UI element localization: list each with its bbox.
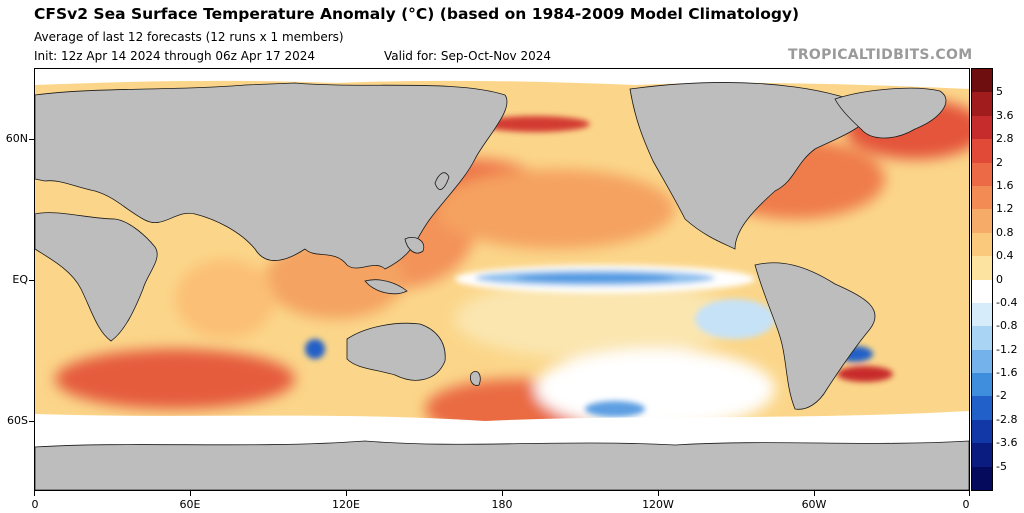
x-label-120w: 120W xyxy=(642,498,674,511)
japan xyxy=(434,172,450,190)
y-tick-60s xyxy=(29,421,34,422)
colorbar-segment xyxy=(972,373,992,398)
anomaly-la-nina-core xyxy=(515,274,675,282)
land-masses xyxy=(35,82,969,490)
north-america xyxy=(629,82,876,250)
colorbar-segment xyxy=(972,256,992,281)
arctic-ice xyxy=(35,69,969,89)
init-range: Init: 12z Apr 14 2024 through 06z Apr 17… xyxy=(34,49,315,63)
y-tick-60n xyxy=(29,139,34,140)
colorbar-segment xyxy=(972,162,992,187)
colorbar-label: -5 xyxy=(996,459,1007,473)
valid-period: Valid for: Sep-Oct-Nov 2024 xyxy=(384,49,552,63)
x-tick-360 xyxy=(969,491,970,496)
colorbar-segment xyxy=(972,443,992,468)
indonesia xyxy=(364,279,408,295)
x-label-60w: 60W xyxy=(801,498,827,511)
greenland xyxy=(834,87,947,139)
x-label-120e: 120E xyxy=(332,498,360,511)
anomaly-peru-cool xyxy=(695,299,775,339)
colorbar-label: 0.4 xyxy=(996,249,1014,263)
x-tick-60e xyxy=(190,491,191,496)
colorbar-segment xyxy=(972,419,992,444)
colorbar-label: -0.4 xyxy=(996,295,1018,309)
colorbar-label: 5 xyxy=(996,85,1003,99)
anomaly-bering-warm xyxy=(480,116,590,132)
y-label-60s: 60S xyxy=(7,414,28,427)
colorbar-segment xyxy=(972,232,992,257)
colorbar-label: -2 xyxy=(996,389,1007,403)
africa xyxy=(35,212,158,342)
colorbar-label: 2 xyxy=(996,155,1003,169)
x-label-0: 0 xyxy=(31,498,39,511)
colorbar-segment xyxy=(972,139,992,164)
chart-subtitle: Average of last 12 forecasts (12 runs x … xyxy=(34,30,344,44)
x-tick-120e xyxy=(346,491,347,496)
anomaly-south-atlantic-warm xyxy=(837,366,893,382)
x-tick-60w xyxy=(814,491,815,496)
source-watermark: TROPICALTIDBITS.COM xyxy=(788,47,973,63)
y-tick-eq xyxy=(29,280,34,281)
colorbar xyxy=(971,68,993,491)
colorbar-segment xyxy=(972,185,992,210)
colorbar-segment xyxy=(972,466,992,490)
colorbar-segment xyxy=(972,396,992,421)
colorbar-segment xyxy=(972,279,992,304)
anomaly-south-indian-warm xyxy=(55,349,295,409)
colorbar-label: 2.8 xyxy=(996,132,1014,146)
new-zealand xyxy=(470,370,481,386)
x-label-360: 0 xyxy=(962,498,970,511)
y-label-60n: 60N xyxy=(5,132,28,145)
colorbar-segment xyxy=(972,326,992,351)
south-america xyxy=(754,262,876,410)
map-canvas xyxy=(35,69,969,490)
x-tick-180 xyxy=(502,491,503,496)
colorbar-label: -3.6 xyxy=(996,436,1018,450)
antarctica xyxy=(35,440,969,490)
x-label-180: 180 xyxy=(491,498,513,511)
x-tick-120w xyxy=(658,491,659,496)
x-tick-0 xyxy=(34,491,35,496)
colorbar-segment xyxy=(972,92,992,117)
chart-title: CFSv2 Sea Surface Temperature Anomaly (°… xyxy=(34,5,800,23)
anomaly-indian-cool-spot xyxy=(305,339,325,359)
colorbar-label: -1.6 xyxy=(996,366,1018,380)
colorbar-segment xyxy=(972,302,992,327)
anomaly-map xyxy=(34,68,970,491)
australia xyxy=(346,322,446,381)
colorbar-segment xyxy=(972,349,992,374)
colorbar-segment xyxy=(972,69,992,93)
anomaly-se-pacific-neutral xyxy=(455,279,735,359)
colorbar-label: -2.8 xyxy=(996,412,1018,426)
colorbar-label: 1.2 xyxy=(996,202,1014,216)
colorbar-segment xyxy=(972,209,992,234)
colorbar-label: -0.8 xyxy=(996,319,1018,333)
colorbar-label: 0 xyxy=(996,272,1003,286)
colorbar-label: 3.6 xyxy=(996,108,1014,122)
philippines xyxy=(404,236,425,254)
colorbar-segment xyxy=(972,115,992,140)
x-label-60e: 60E xyxy=(179,498,201,511)
colorbar-label: 0.8 xyxy=(996,225,1014,239)
y-label-eq: EQ xyxy=(12,273,28,286)
anomaly-west-indian-warm xyxy=(175,259,275,339)
colorbar-label: -1.2 xyxy=(996,342,1018,356)
anomaly-south-pacific-cool xyxy=(585,401,645,417)
anomaly-north-pacific-warm xyxy=(435,169,675,249)
eurasia xyxy=(35,82,508,270)
colorbar-label: 1.6 xyxy=(996,178,1014,192)
